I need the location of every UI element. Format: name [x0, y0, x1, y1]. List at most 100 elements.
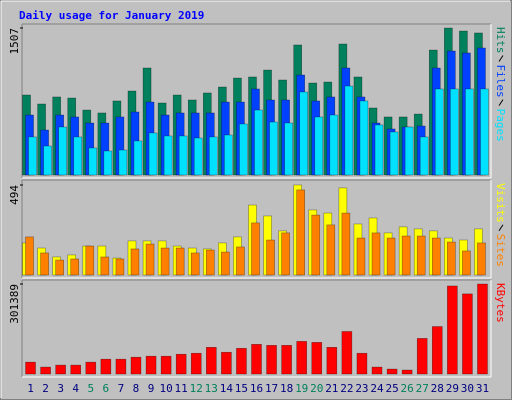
bar	[100, 358, 112, 375]
bar	[326, 224, 336, 276]
bar	[100, 256, 110, 276]
legend-separator	[498, 99, 504, 106]
bar	[73, 136, 83, 176]
bar	[401, 235, 411, 276]
legend-label: KBytes	[494, 283, 507, 323]
bar	[193, 137, 203, 176]
bar	[224, 134, 233, 176]
bar	[70, 364, 82, 375]
bar	[269, 121, 278, 176]
bar	[55, 259, 64, 276]
x-tick-label: 22	[340, 382, 353, 395]
bar	[190, 352, 202, 375]
bar	[359, 100, 369, 176]
bar	[389, 131, 399, 176]
bar	[103, 150, 113, 176]
bar	[314, 116, 324, 176]
bar	[70, 258, 80, 276]
bar	[371, 232, 381, 276]
x-tick-label: 20	[310, 382, 323, 395]
bar	[341, 331, 353, 375]
bar	[281, 232, 290, 276]
bar	[130, 248, 140, 276]
bar	[341, 212, 351, 276]
bar	[209, 136, 218, 176]
bar	[115, 258, 125, 276]
bar	[450, 88, 459, 176]
bar	[88, 147, 98, 176]
bar	[239, 123, 248, 176]
bar	[43, 145, 52, 176]
bar	[462, 293, 473, 375]
bar	[160, 355, 172, 375]
x-tick-label: 4	[72, 382, 79, 395]
bar	[221, 251, 230, 276]
bar	[311, 342, 323, 375]
legend-separator	[498, 55, 504, 62]
bar	[40, 366, 51, 375]
legend-label: Sites	[494, 234, 507, 267]
x-tick-label: 23	[355, 382, 368, 395]
bar	[404, 126, 414, 176]
bar	[145, 243, 155, 276]
x-tick-label: 28	[431, 382, 444, 395]
bar	[115, 358, 127, 375]
legend-label: Hits	[494, 27, 507, 54]
bar	[251, 344, 262, 375]
bar	[386, 368, 398, 375]
x-tick-label: 18	[280, 382, 293, 395]
bar	[85, 245, 95, 276]
bar	[130, 356, 142, 375]
bar	[431, 326, 443, 375]
bar	[178, 135, 188, 176]
bar	[299, 91, 308, 176]
bar	[477, 242, 486, 276]
y-tick-label: 1507	[8, 28, 21, 55]
bar	[175, 247, 185, 276]
x-tick-label: 11	[175, 382, 188, 395]
legend-label: Files	[494, 65, 507, 98]
bar	[344, 85, 354, 176]
bar	[206, 346, 217, 375]
legend-separator	[498, 224, 504, 232]
bar	[416, 235, 426, 276]
bar	[163, 135, 173, 176]
chart-title: Daily usage for January 2019	[19, 9, 204, 22]
x-tick-label: 10	[159, 382, 172, 395]
bar	[434, 88, 444, 176]
bar	[431, 237, 441, 276]
x-tick-label: 5	[87, 382, 94, 395]
bar	[25, 236, 34, 276]
bar	[284, 122, 293, 176]
bar	[386, 237, 396, 276]
x-tick-label: 15	[235, 382, 248, 395]
bar	[329, 114, 339, 176]
bar	[416, 338, 428, 375]
bar	[28, 136, 37, 176]
bar	[477, 283, 488, 375]
bar	[447, 241, 456, 276]
bar	[296, 341, 307, 375]
bar	[266, 239, 275, 276]
x-tick-label: 31	[476, 382, 489, 395]
bar	[206, 249, 215, 276]
bar	[326, 346, 338, 375]
bar	[311, 214, 321, 276]
bar	[160, 247, 170, 276]
bar	[25, 361, 36, 375]
bar	[236, 246, 245, 276]
x-tick-label: 24	[370, 382, 384, 395]
y-tick-label: 494	[8, 185, 21, 205]
bar	[58, 126, 67, 176]
x-tick-label: 2	[42, 382, 49, 395]
x-tick-label: 19	[295, 382, 308, 395]
bar	[296, 189, 305, 276]
bar	[236, 347, 247, 375]
x-tick-label: 12	[190, 382, 203, 395]
x-tick-label: 6	[103, 382, 110, 395]
bar	[374, 124, 384, 176]
bar	[371, 366, 383, 375]
bar	[118, 149, 128, 176]
x-tick-label: 14	[220, 382, 234, 395]
